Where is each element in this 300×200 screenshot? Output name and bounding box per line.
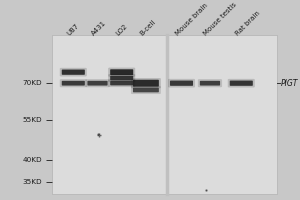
FancyBboxPatch shape (108, 68, 135, 77)
FancyBboxPatch shape (200, 81, 220, 86)
Text: 40KD: 40KD (22, 157, 42, 163)
FancyBboxPatch shape (133, 80, 159, 87)
FancyBboxPatch shape (131, 78, 161, 88)
FancyBboxPatch shape (131, 86, 161, 94)
Text: 35KD: 35KD (22, 179, 42, 185)
FancyBboxPatch shape (108, 79, 135, 87)
FancyBboxPatch shape (133, 88, 159, 92)
Text: PIGT: PIGT (281, 79, 298, 88)
FancyBboxPatch shape (60, 68, 87, 76)
FancyBboxPatch shape (108, 74, 135, 82)
FancyBboxPatch shape (198, 79, 222, 87)
FancyBboxPatch shape (230, 81, 253, 86)
Text: U87: U87 (66, 22, 80, 37)
FancyBboxPatch shape (52, 35, 277, 194)
FancyBboxPatch shape (110, 69, 133, 75)
Text: Mouse testis: Mouse testis (203, 1, 238, 37)
FancyBboxPatch shape (60, 79, 87, 87)
FancyBboxPatch shape (85, 79, 109, 87)
Text: 55KD: 55KD (22, 117, 42, 123)
FancyBboxPatch shape (110, 81, 133, 85)
FancyBboxPatch shape (62, 70, 85, 75)
Text: A431: A431 (90, 20, 107, 37)
FancyBboxPatch shape (228, 79, 255, 88)
FancyBboxPatch shape (168, 79, 195, 88)
Text: 70KD: 70KD (22, 80, 42, 86)
Text: Mouse brain: Mouse brain (174, 2, 209, 37)
FancyBboxPatch shape (62, 81, 85, 86)
Text: B-cell: B-cell (139, 19, 157, 37)
Text: Rat brain: Rat brain (234, 10, 261, 37)
FancyBboxPatch shape (87, 81, 108, 86)
FancyBboxPatch shape (170, 81, 193, 86)
Text: LO2: LO2 (115, 23, 128, 37)
FancyBboxPatch shape (110, 76, 133, 80)
